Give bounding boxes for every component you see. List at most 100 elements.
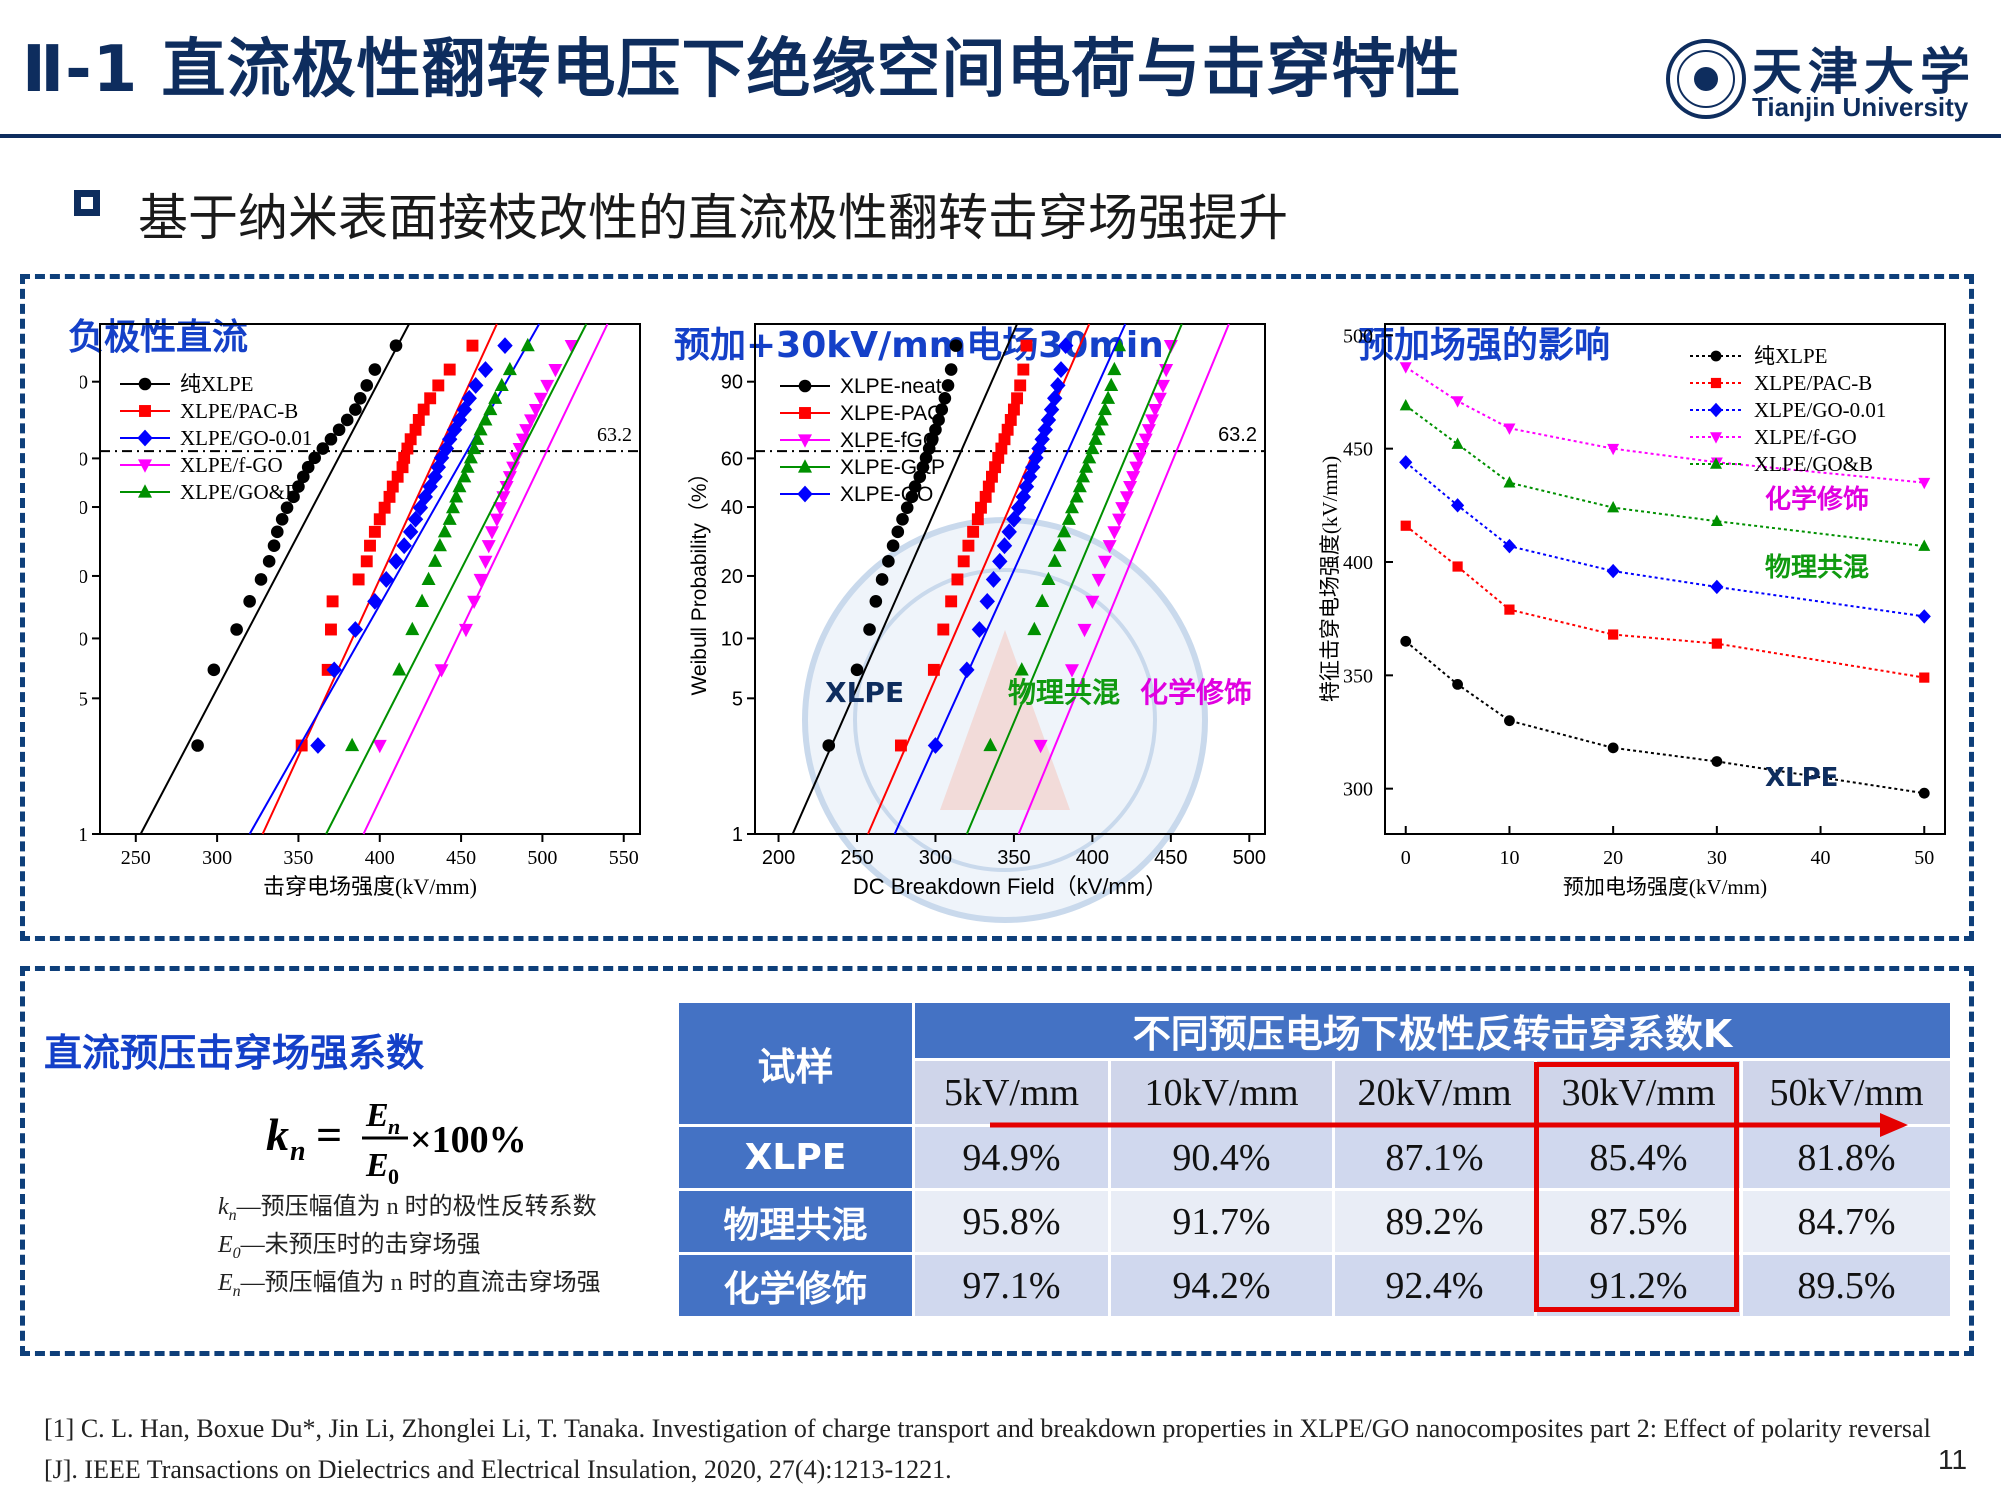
data-point [1043, 401, 1060, 418]
data-point [1020, 339, 1033, 352]
table-cell: 85.4% [1534, 1124, 1743, 1191]
data-point [467, 595, 482, 610]
data-point [875, 573, 889, 586]
data-point [798, 434, 812, 448]
data-point [1138, 433, 1153, 447]
data-point [243, 595, 256, 608]
chart-prestress-weibull: 200 250 300 350 400 450 500 1 5 10 20 40 60 90 63.2 XLP… [688, 323, 1266, 899]
data-point [398, 451, 411, 464]
data-point [489, 513, 504, 527]
data-point [432, 537, 447, 552]
data-point [533, 392, 548, 406]
kn-formula: k n = E n E 0 ×100% [266, 1097, 527, 1189]
data-point [421, 571, 436, 586]
data-point [945, 595, 958, 608]
formula-note-en: En—预压幅值为 n 时的直流击穿场强 [218, 1270, 601, 1300]
chart-c-title: 预加场强的影响 [1358, 325, 1611, 366]
y-tick-label: 60 [80, 448, 88, 470]
legend-label: XLPE/f-GO [1754, 425, 1857, 449]
data-point [1102, 540, 1117, 554]
y-tick-label: 20 [80, 566, 88, 588]
data-point [1079, 459, 1094, 473]
table-cell: 94.9% [912, 1124, 1111, 1191]
data-point [1141, 424, 1156, 438]
data-point [944, 363, 958, 376]
x-tick-label: 300 [202, 847, 232, 869]
data-point [1057, 524, 1072, 538]
data-point [927, 737, 944, 754]
data-point [367, 592, 383, 610]
figures-panel [20, 274, 1974, 941]
y-tick-label: 300 [1343, 779, 1373, 801]
x-tick-label: 500 [1233, 847, 1266, 869]
data-point [1107, 361, 1122, 376]
data-point [468, 377, 484, 394]
data-point [404, 433, 417, 446]
data-point [1094, 412, 1109, 426]
x-tick-label: 400 [365, 847, 395, 869]
data-point [494, 377, 509, 392]
table-cell: 89.5% [1740, 1252, 1953, 1319]
data-point [434, 664, 449, 678]
reference-citation: [1] C. L. Han, Boxue Du*, Jin Li, Zhongl… [44, 1414, 1931, 1484]
y-tick-label: 1 [732, 824, 743, 846]
k-coefficient-table: 试样 不同预压电场下极性反转击穿系数K 5kV/mm 10kV/mm 20kV/… [676, 1000, 1953, 1319]
data-point [1503, 423, 1516, 435]
chart-annotation: 化学修饰 [1765, 484, 1869, 515]
data-point [422, 478, 438, 495]
data-point [979, 592, 995, 610]
legend-label: XLPE/PAC-B [1754, 371, 1872, 395]
data-point [1606, 563, 1620, 579]
data-point [481, 540, 496, 554]
table-cell: 97.1% [912, 1252, 1111, 1319]
y-tick-label: 5 [732, 688, 743, 710]
legend-label: XLPE-fGO [840, 429, 939, 452]
data-point [138, 459, 152, 473]
data-point [951, 573, 964, 586]
chart-annotation: 物理共混 [1765, 553, 1869, 583]
fit-line [893, 323, 1127, 835]
data-point [1135, 442, 1150, 457]
legend-label: XLPE/PAC-B [180, 399, 298, 423]
tianjin-university-logo [1666, 39, 1746, 119]
data-point [992, 451, 1005, 464]
data-point [528, 403, 543, 418]
data-point [396, 461, 409, 474]
x-tick-label: 450 [1154, 847, 1187, 869]
data-point [798, 459, 812, 473]
data-point [1709, 402, 1723, 418]
data-point [402, 523, 419, 541]
data-point [254, 573, 268, 586]
fit-line [139, 323, 410, 835]
data-point [1710, 579, 1724, 595]
data-point [1004, 414, 1017, 426]
data-point [280, 501, 294, 514]
data-point [270, 525, 284, 539]
data-point [345, 737, 360, 752]
series-line [1405, 461, 1925, 618]
data-point [324, 432, 338, 446]
data-point [1400, 520, 1411, 531]
y-tick-label: 60 [721, 448, 743, 470]
data-point [996, 537, 1013, 555]
x-tick-label: 400 [1076, 847, 1109, 869]
data-point [971, 621, 988, 638]
data-point [971, 513, 984, 526]
fit-line [791, 323, 1018, 835]
data-point [1115, 502, 1130, 516]
data-point [360, 555, 373, 568]
data-point [882, 555, 895, 568]
data-point [519, 424, 534, 438]
data-point [349, 403, 362, 416]
slide-title: Ⅱ-1 直流极性翻转电压下绝缘空间电荷与击穿特性 [22, 33, 1462, 107]
data-point [326, 595, 339, 608]
data-point [998, 433, 1011, 446]
data-point [1001, 423, 1014, 436]
formula-note-e0: E0—未预压时的击穿场强 [218, 1232, 481, 1262]
data-point [1053, 361, 1069, 378]
data-point [1145, 414, 1160, 428]
table-header-group: 不同预压电场下极性反转击穿系数K [912, 1000, 1953, 1061]
data-point [524, 414, 539, 428]
data-point [548, 363, 563, 378]
legend-label: XLPE/f-GO [180, 453, 283, 477]
